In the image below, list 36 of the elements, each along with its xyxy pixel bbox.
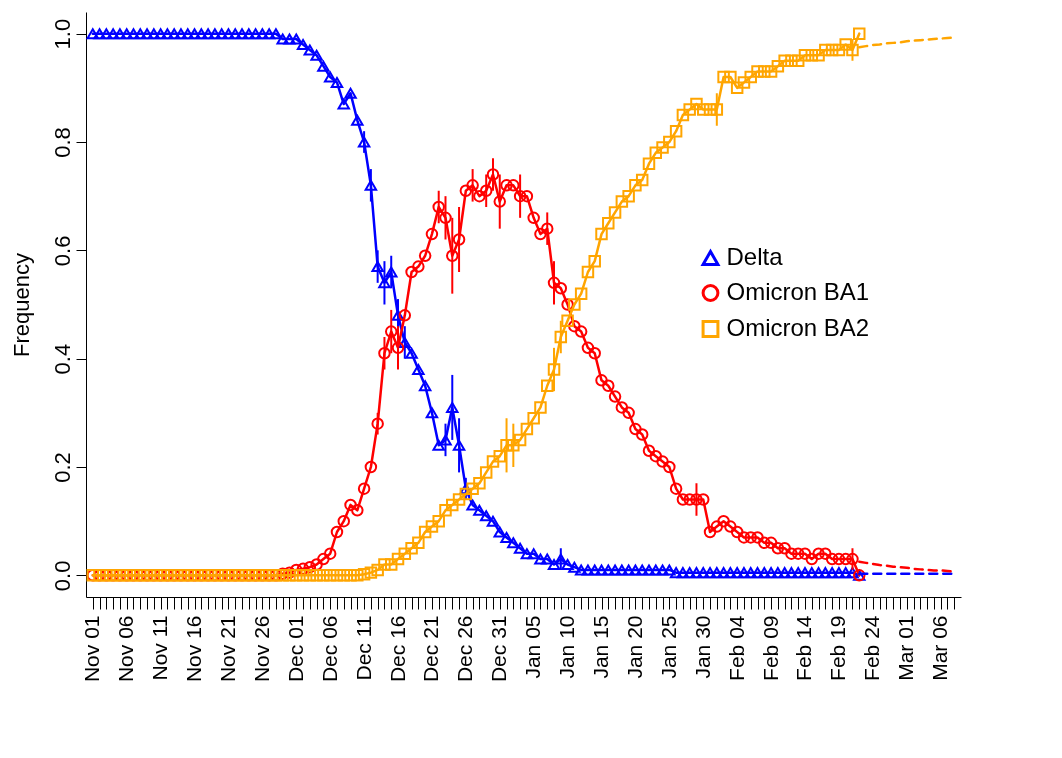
x-tick-label: Feb 09 bbox=[758, 615, 782, 681]
x-tick-label: Jan 20 bbox=[622, 615, 646, 679]
x-tick-label: Feb 14 bbox=[792, 615, 816, 681]
y-tick-label: 0.4 bbox=[49, 343, 75, 375]
x-tick-label: Nov 01 bbox=[80, 615, 104, 683]
x-tick-label: Dec 11 bbox=[351, 615, 375, 681]
x-tick-label: Nov 11 bbox=[148, 615, 172, 681]
x-tick-label: Feb 04 bbox=[724, 615, 748, 681]
y-tick-label: 0.0 bbox=[49, 560, 75, 592]
x-tick-label: Dec 26 bbox=[453, 615, 477, 683]
x-tick-label: Jan 05 bbox=[521, 615, 545, 679]
x-tick-label: Mar 06 bbox=[928, 615, 952, 681]
x-tick-label: Feb 24 bbox=[860, 615, 884, 681]
x-tick-label: Feb 19 bbox=[826, 615, 850, 681]
x-tick-label: Dec 21 bbox=[419, 615, 443, 683]
x-tick-label: Nov 21 bbox=[215, 615, 239, 683]
y-tick-label: 0.2 bbox=[49, 452, 75, 483]
x-tick-label: Mar 01 bbox=[894, 615, 918, 681]
x-tick-label: Jan 15 bbox=[589, 615, 612, 679]
y-axis-title: Frequency bbox=[8, 253, 34, 357]
y-tick-label: 0.8 bbox=[49, 127, 75, 158]
y-tick-label: 0.6 bbox=[49, 235, 75, 267]
x-tick-label: Nov 06 bbox=[114, 615, 138, 683]
x-tick-label: Jan 25 bbox=[656, 615, 680, 679]
legend-label: Omicron BA2 bbox=[726, 314, 870, 341]
x-tick-label: Jan 30 bbox=[690, 615, 714, 679]
legend-label: Delta bbox=[726, 243, 784, 270]
x-tick-label: Dec 16 bbox=[385, 615, 409, 683]
x-tick-label: Jan 10 bbox=[555, 615, 579, 679]
x-tick-label: Nov 26 bbox=[249, 615, 273, 683]
x-tick-label: Dec 06 bbox=[317, 615, 341, 683]
x-tick-label: Dec 31 bbox=[487, 615, 511, 683]
x-tick-label: Dec 01 bbox=[283, 615, 307, 683]
y-tick-label: 1.0 bbox=[49, 18, 75, 50]
legend-label: Omicron BA1 bbox=[726, 278, 870, 305]
x-tick-label: Nov 16 bbox=[182, 615, 206, 683]
